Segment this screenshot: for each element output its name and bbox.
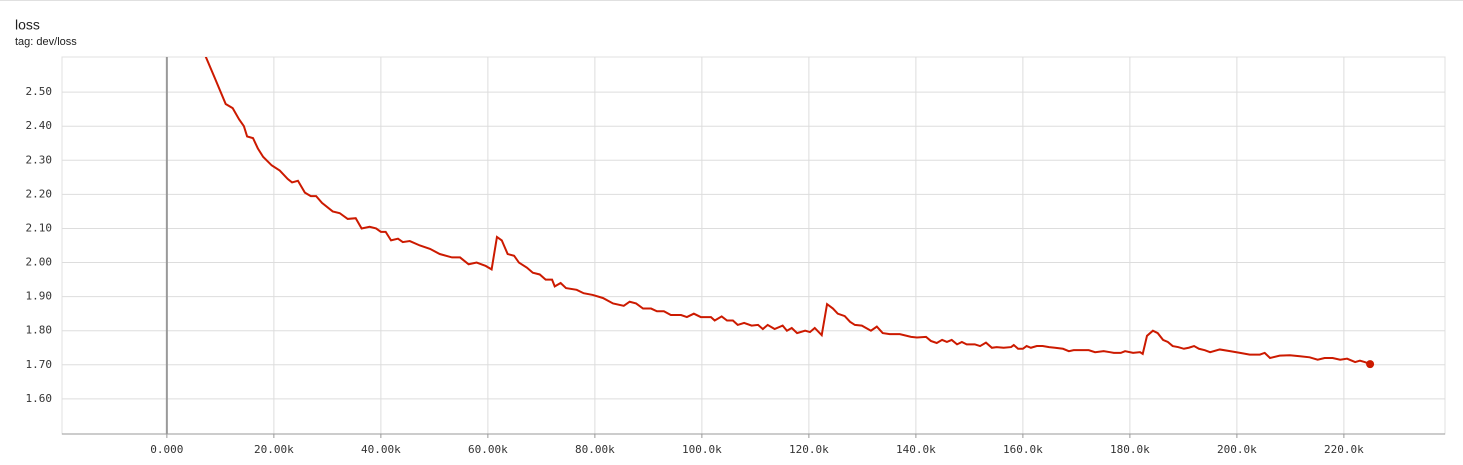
y-tick-label: 2.10: [26, 221, 53, 234]
x-tick-label: 140.0k: [896, 443, 936, 456]
y-tick-label: 1.70: [26, 358, 53, 371]
x-tick-label: 40.00k: [361, 443, 401, 456]
y-tick-label: 1.90: [26, 290, 53, 303]
y-tick-label: 1.80: [26, 324, 53, 337]
x-tick-label: 200.0k: [1217, 443, 1257, 456]
chart-title: loss: [15, 17, 40, 33]
x-tick-label: 20.00k: [254, 443, 294, 456]
loss-line: [204, 57, 1371, 366]
x-tick-label: 80.00k: [575, 443, 615, 456]
y-tick-label: 2.40: [26, 119, 53, 132]
x-tick-label: 220.0k: [1324, 443, 1364, 456]
y-tick-label: 2.30: [26, 153, 53, 166]
y-tick-label: 2.00: [26, 256, 53, 269]
y-tick-label: 2.20: [26, 187, 53, 200]
x-tick-label: 120.0k: [789, 443, 829, 456]
x-tick-label: 100.0k: [682, 443, 722, 456]
x-tick-label: 0.000: [150, 443, 183, 456]
x-tick-label: 60.00k: [468, 443, 508, 456]
last-point: [1366, 360, 1375, 369]
y-tick-label: 2.50: [26, 85, 53, 98]
chart-subtitle: tag: dev/loss: [15, 36, 77, 48]
x-tick-label: 160.0k: [1003, 443, 1043, 456]
y-tick-label: 1.60: [26, 392, 53, 405]
plot-frame: [61, 56, 1446, 435]
x-tick-label: 180.0k: [1110, 443, 1150, 456]
